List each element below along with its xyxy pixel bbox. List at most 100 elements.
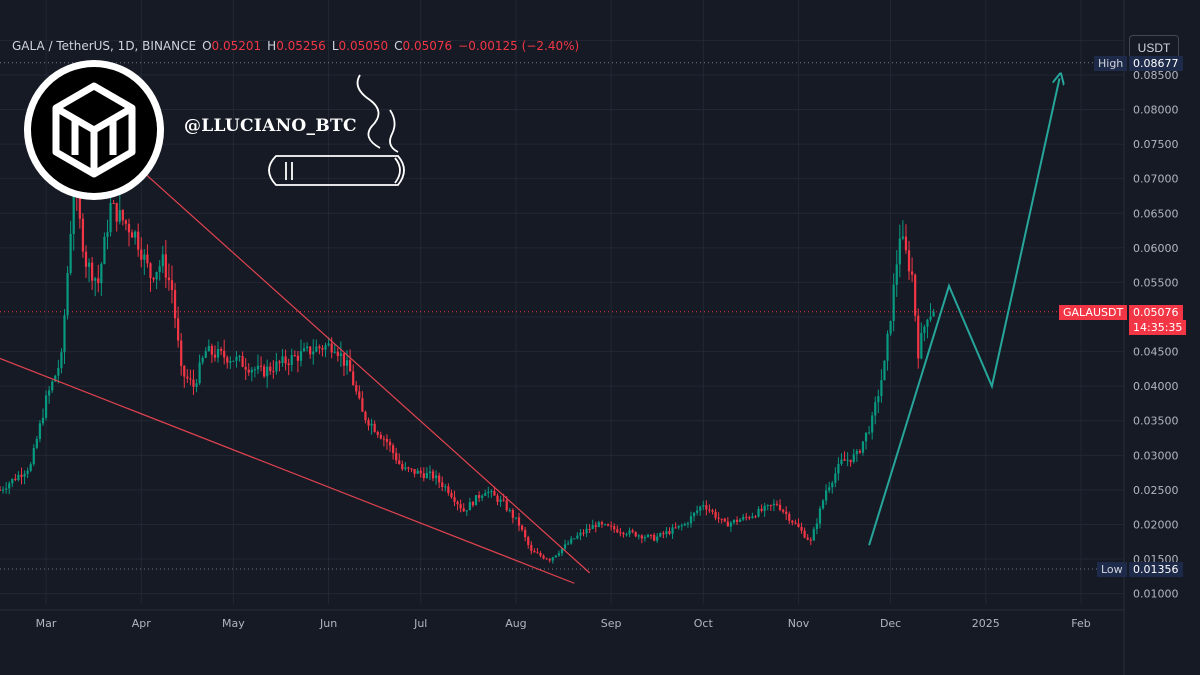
candle-body [137, 231, 140, 250]
candle-body [118, 210, 121, 222]
candle-body [616, 529, 619, 533]
candle-body [514, 517, 518, 519]
candle-body [815, 523, 819, 530]
last-price-value: 0.05076 [1129, 304, 1183, 320]
candle-body [180, 340, 183, 366]
candle-body [923, 326, 926, 333]
candle-body [453, 497, 456, 502]
candle-body [26, 470, 29, 474]
candle-body [124, 220, 128, 224]
candle-body [646, 534, 650, 538]
projection-arrow [868, 78, 1059, 546]
candle-body [253, 369, 257, 371]
candle-body [536, 552, 539, 554]
candle-body [557, 553, 561, 556]
candle-body [606, 524, 610, 526]
candle-body [223, 350, 226, 358]
candle-body [487, 491, 490, 494]
candle-body [683, 524, 686, 526]
time-tick-label: Dec [880, 617, 901, 630]
gala-logo-icon [24, 60, 164, 200]
candle-body [585, 528, 588, 534]
candle-body [745, 516, 748, 518]
candle-body [330, 343, 333, 353]
candle-body [806, 537, 809, 540]
candle-body [192, 379, 195, 387]
candle-body [352, 371, 355, 386]
candle-body [567, 543, 570, 545]
candle-body [527, 537, 530, 545]
candle-body [416, 470, 419, 474]
candle-body [603, 524, 607, 526]
candle-body [910, 271, 914, 275]
candle-body [686, 523, 690, 525]
candle-body [345, 360, 349, 366]
candle-body [177, 318, 180, 341]
price-tick-label: 0.07500 [1133, 138, 1179, 151]
ticker-label: GALAUSDT [1059, 304, 1128, 320]
candle-body [852, 454, 855, 463]
candle-body [38, 423, 42, 439]
candle-body [594, 525, 597, 527]
candle-body [554, 555, 557, 558]
candle-body [477, 495, 481, 498]
cigar-icon [268, 74, 405, 186]
candle-body [398, 460, 401, 464]
candle-body [183, 365, 186, 377]
candle-body [275, 361, 278, 372]
candle-body [769, 504, 772, 506]
candle-body [484, 493, 487, 496]
candle-body [582, 532, 585, 534]
candle-body [263, 366, 266, 377]
candle-body [471, 502, 475, 506]
candle-body [548, 559, 551, 561]
candle-body [692, 512, 696, 517]
candle-body [809, 539, 812, 541]
candle-body [146, 254, 149, 264]
candle-body [901, 236, 904, 239]
candle-body [904, 236, 908, 251]
candle-body [164, 254, 167, 278]
candle-body [545, 558, 548, 560]
candle-body [32, 447, 35, 465]
candle-body [785, 511, 788, 515]
symbol-label[interactable]: GALA / TetherUS, 1D, BINANCE [12, 39, 197, 53]
candle-body [920, 332, 923, 359]
candle-body [892, 284, 895, 321]
candle-body [717, 517, 720, 519]
candle-body [84, 251, 88, 267]
price-tick-label: 0.06000 [1133, 242, 1179, 255]
candle-body [855, 450, 858, 455]
candle-body [296, 355, 299, 361]
close-label: C [394, 39, 403, 53]
candle-body [530, 544, 533, 551]
candle-body [115, 203, 118, 222]
candle-body [388, 441, 392, 446]
candle-body [161, 254, 164, 267]
candle-body [456, 501, 459, 505]
candle-body [696, 510, 699, 513]
candle-body [723, 518, 726, 522]
price-tick-label: 0.07000 [1133, 173, 1179, 186]
candle-body [788, 514, 791, 521]
candle-body [312, 351, 315, 355]
candle-body [864, 432, 868, 442]
candle-body [72, 190, 75, 234]
candle-body [112, 203, 115, 205]
candle-body [149, 263, 152, 278]
candle-body [186, 376, 189, 379]
candle-body [665, 531, 668, 535]
candle-body [462, 508, 465, 512]
candle-body [1, 489, 5, 491]
candle-body [247, 369, 250, 373]
candle-body [517, 517, 521, 526]
candle-body [791, 520, 794, 523]
candle-body [871, 415, 874, 433]
candle-body [250, 369, 253, 373]
candle-body [299, 351, 303, 361]
candle-body [778, 504, 782, 510]
candle-body [281, 356, 284, 363]
ohlc-header: GALA / TetherUS, 1D, BINANCE O0.05201 H0.0… [12, 39, 579, 53]
candle-body [69, 233, 72, 273]
candle-body [321, 348, 324, 350]
